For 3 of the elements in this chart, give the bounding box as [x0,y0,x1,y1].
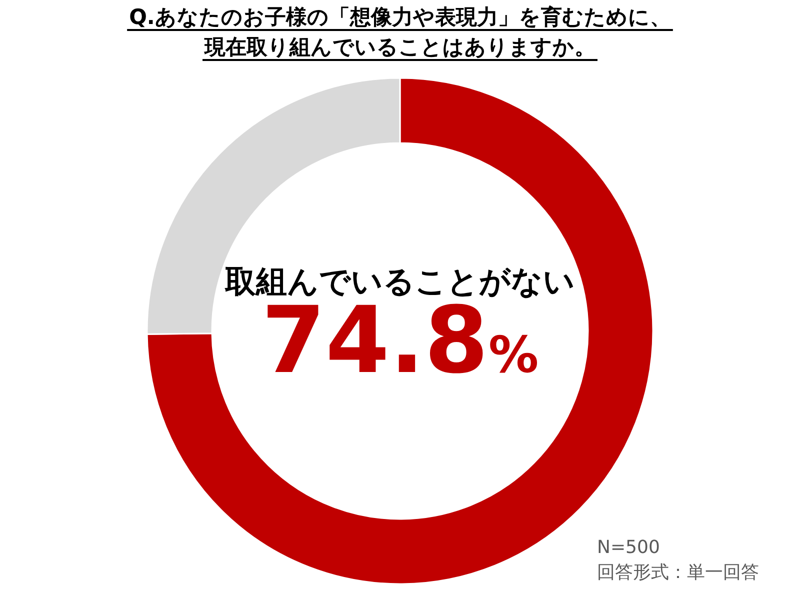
title: Q.あなたのお子様の「想像力や表現力」を育むために、現在取り組んでいることはありますか。 [129,5,671,59]
text: 回答形式：単一回答 [597,562,759,583]
text: N=500 [597,537,660,558]
